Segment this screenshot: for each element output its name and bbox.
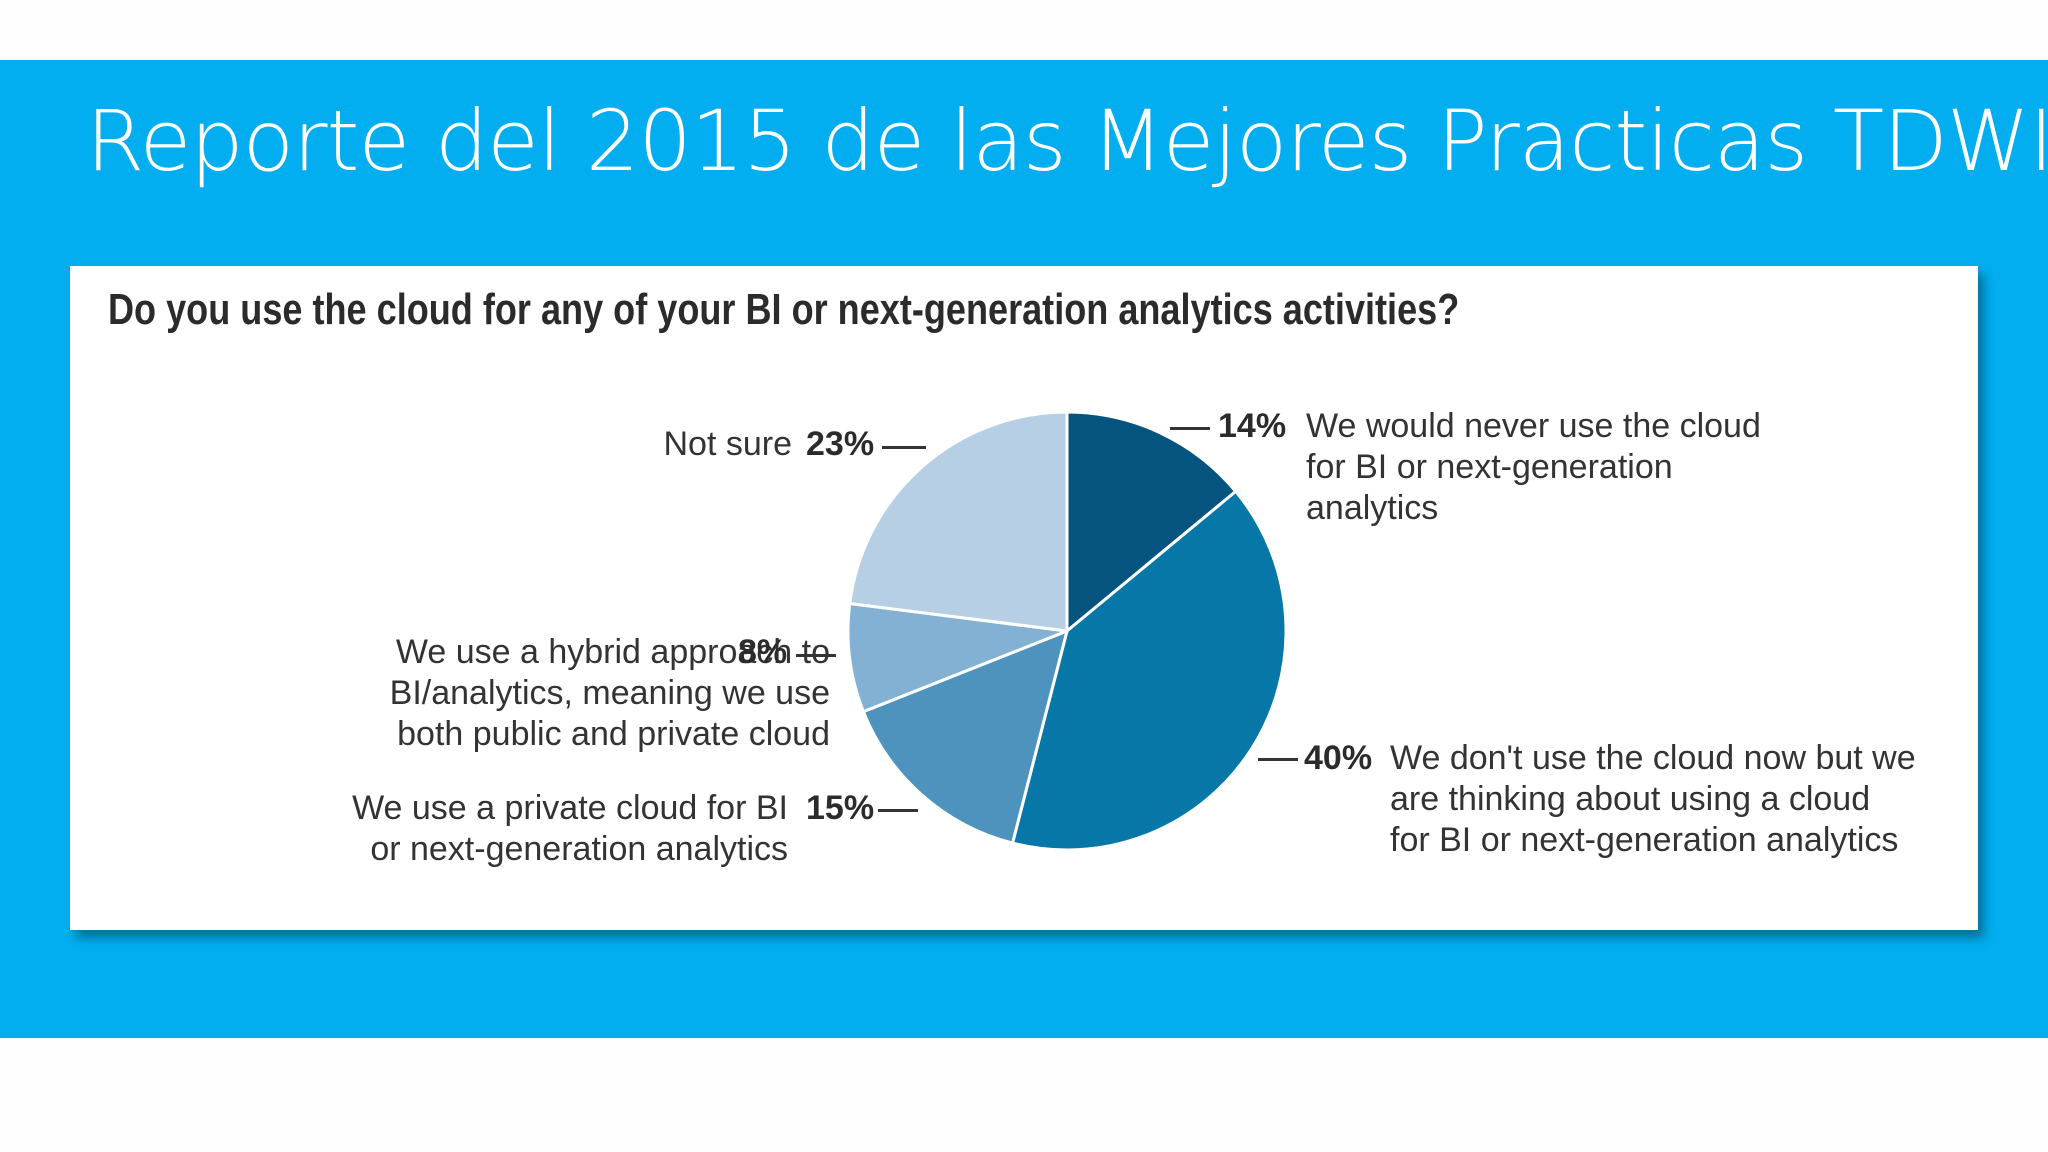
slice-never: [1065, 410, 1238, 635]
leader-line-never: [1170, 427, 1210, 430]
label-never: 14%: [1218, 406, 1286, 447]
text-private: We use a private cloud for BI or next-ge…: [352, 788, 788, 870]
text-thinking: We don't use the cloud now but we are th…: [1390, 738, 1916, 861]
leader-line-notsure: [882, 446, 926, 449]
text-never-line-2: for BI or next-generation: [1306, 448, 1673, 486]
text-private-line-2: or next-generation analytics: [370, 830, 788, 868]
pct-never: 14%: [1218, 407, 1287, 445]
text-never: We would never use the cloud for BI or n…: [1306, 406, 1761, 529]
text-never-line-1: We would never use the cloud: [1306, 407, 1761, 445]
text-thinking-line-2: are thinking about using a cloud: [1390, 780, 1871, 818]
slice-notsure: [848, 410, 1069, 633]
leader-line-hybrid: [796, 654, 836, 657]
label-hybrid: 8%: [738, 632, 787, 673]
text-never-line-3: analytics: [1306, 489, 1439, 527]
label-thinking: 40%: [1304, 738, 1372, 779]
label-private: 15%: [806, 788, 874, 829]
text-thinking-line-1: We don't use the cloud now but we: [1390, 739, 1916, 777]
leader-line-private: [878, 809, 918, 812]
text-notsure: Not sure: [664, 424, 793, 465]
text-notsure-line-1: Not sure: [663, 425, 793, 463]
slide-title: Reporte del 2015 de las Mejores Practica…: [86, 92, 2048, 190]
pct-hybrid: 8%: [738, 633, 788, 671]
slice-hybrid: [846, 601, 1068, 714]
pct-private: 15%: [806, 789, 875, 827]
slice-thinking: [1010, 489, 1288, 852]
text-hybrid-line-3: both public and private cloud: [397, 715, 830, 753]
slice-private: [861, 628, 1070, 845]
text-thinking-line-3: for BI or next-generation analytics: [1390, 821, 1899, 859]
leader-line-thinking: [1258, 758, 1298, 761]
text-hybrid-line-1: We use a hybrid approach to: [395, 633, 830, 671]
pct-notsure: 23%: [806, 425, 875, 463]
chart-figure: Do you use the cloud for any of your BI …: [70, 266, 1978, 930]
label-notsure: 23%: [806, 424, 874, 465]
pct-thinking: 40%: [1304, 739, 1373, 777]
text-private-line-1: We use a private cloud for BI: [352, 789, 788, 827]
pie-chart: [846, 410, 1288, 852]
text-hybrid: We use a hybrid approach to BI/analytics…: [390, 632, 830, 755]
text-hybrid-line-2: BI/analytics, meaning we use: [389, 674, 830, 712]
chart-title: Do you use the cloud for any of your BI …: [108, 285, 1460, 334]
